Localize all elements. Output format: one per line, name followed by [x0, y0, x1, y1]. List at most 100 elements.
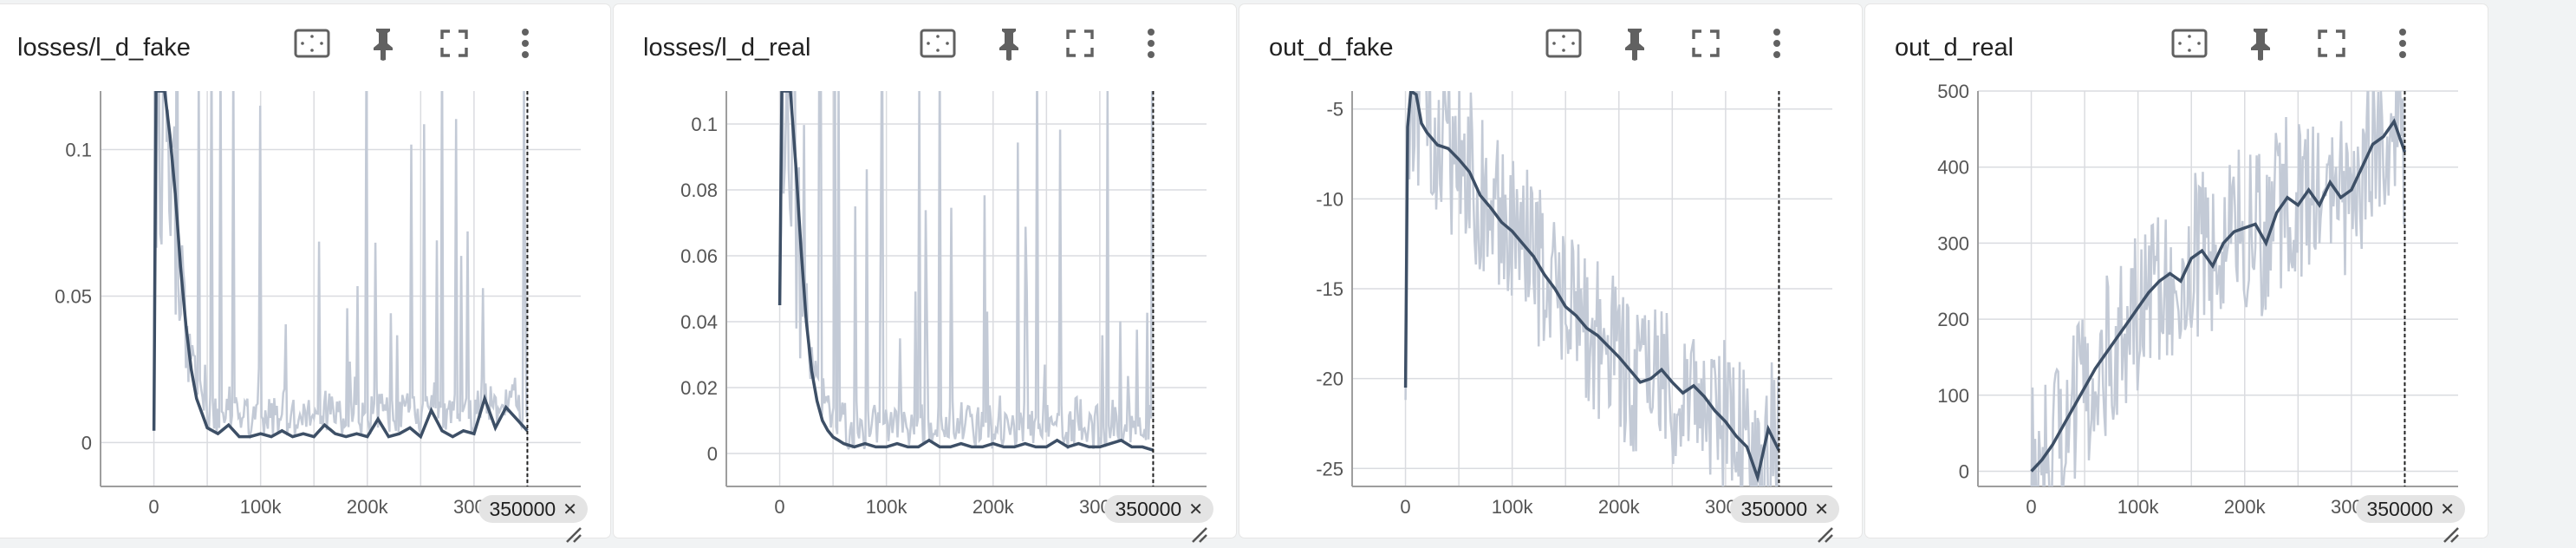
- y-tick-label: 300: [1937, 232, 1969, 254]
- fullscreen-icon: [1691, 29, 1721, 62]
- y-tick-label: 0.05: [55, 285, 92, 307]
- y-tick-label: -20: [1316, 369, 1343, 390]
- pin-button[interactable]: [987, 23, 1031, 67]
- fit-domain-icon: [1545, 28, 1583, 63]
- y-tick-label: 0.1: [691, 114, 718, 135]
- fullscreen-icon: [2317, 29, 2346, 62]
- fit-domain-icon: [293, 28, 331, 63]
- fit-domain-button[interactable]: [916, 23, 959, 67]
- fullscreen-button[interactable]: [433, 23, 476, 67]
- y-tick-label: 100: [1937, 385, 1969, 407]
- smoothed-series-line: [152, 91, 529, 440]
- x-tick-label: 0: [1400, 496, 1410, 518]
- x-tick-label: 100k: [240, 496, 283, 518]
- step-badge-value: 350000: [1115, 497, 1182, 520]
- y-tick-label: -5: [1326, 99, 1343, 121]
- y-tick-label: 500: [1937, 81, 1969, 102]
- step-badge[interactable]: 350000 ✕: [1104, 495, 1213, 523]
- step-badge-value: 350000: [489, 497, 556, 520]
- x-tick-label: 200k: [347, 496, 389, 518]
- card-title: out_d_fake: [1269, 34, 1394, 62]
- more-vert-button[interactable]: [1755, 23, 1799, 67]
- y-tick-label: 0.08: [680, 179, 718, 201]
- pin-button[interactable]: [2239, 23, 2282, 67]
- y-tick-label: 400: [1937, 157, 1969, 179]
- pin-icon: [994, 26, 1024, 65]
- fullscreen-button[interactable]: [1684, 23, 1727, 67]
- more-vert-icon: [1772, 28, 1782, 63]
- x-tick-label: 100k: [2117, 496, 2160, 518]
- y-tick-label: 0: [707, 443, 718, 465]
- more-vert-button[interactable]: [1129, 23, 1173, 67]
- more-vert-button[interactable]: [2381, 23, 2424, 67]
- pin-icon: [2246, 26, 2275, 65]
- y-tick-label: 0.02: [680, 377, 718, 399]
- fullscreen-button[interactable]: [2310, 23, 2353, 67]
- raw-series-line: [778, 91, 1154, 450]
- raw-series-line: [1404, 91, 1779, 486]
- step-badge[interactable]: 350000 ✕: [2356, 495, 2465, 523]
- more-vert-button[interactable]: [504, 23, 547, 67]
- raw-series-line: [153, 91, 528, 440]
- smoothed-series-line: [777, 91, 1154, 452]
- fit-domain-button[interactable]: [1542, 23, 1585, 67]
- card-title: losses/l_d_fake: [17, 34, 191, 62]
- fit-domain-icon: [919, 28, 957, 63]
- more-vert-icon: [520, 28, 530, 63]
- fit-domain-button[interactable]: [2168, 23, 2211, 67]
- y-tick-label: 200: [1937, 309, 1969, 330]
- y-tick-label: 0.06: [680, 245, 718, 267]
- y-tick-label: -25: [1316, 458, 1343, 480]
- step-badge-value: 350000: [1740, 497, 1808, 520]
- pin-button[interactable]: [361, 23, 405, 67]
- close-icon[interactable]: ✕: [1188, 499, 1203, 519]
- x-tick-label: 200k: [2224, 496, 2267, 518]
- x-tick-label: 200k: [1598, 496, 1641, 518]
- fullscreen-icon: [1065, 29, 1095, 62]
- x-tick-label: 100k: [1492, 496, 1534, 518]
- step-badge-value: 350000: [2366, 497, 2434, 520]
- line-chart[interactable]: 0 100k 200k 300k-5-10-15-20-25: [1239, 4, 1862, 538]
- fullscreen-icon: [439, 29, 469, 62]
- pin-icon: [1620, 26, 1649, 65]
- close-icon[interactable]: ✕: [563, 499, 577, 519]
- fullscreen-button[interactable]: [1058, 23, 1102, 67]
- more-vert-icon: [2397, 28, 2408, 63]
- chart-card: losses/l_d_real 0 100k 200k 300k 0 0.02 0.04 0.0…: [614, 4, 1236, 543]
- x-tick-label: 200k: [973, 496, 1015, 518]
- chart-card: out_d_fake 0 100k 200k 300k -5 -10 -15 -20 -25 350…: [1239, 4, 1862, 543]
- x-tick-label: 0: [2026, 496, 2036, 518]
- y-tick-label: 0: [81, 432, 92, 453]
- chart-card: out_d_real 0 100k 200k 300k 0 100 200 300 400 500 3…: [1865, 4, 2488, 543]
- fit-domain-button[interactable]: [290, 23, 334, 67]
- y-tick-label: -15: [1316, 278, 1343, 300]
- pin-button[interactable]: [1613, 23, 1656, 67]
- step-badge[interactable]: 350000 ✕: [1730, 495, 1839, 523]
- smoothed-series-line: [1403, 91, 1780, 484]
- resize-handle-icon[interactable]: [1186, 521, 1208, 544]
- x-tick-label: 0: [774, 496, 784, 518]
- resize-handle-icon[interactable]: [2437, 521, 2460, 544]
- step-badge[interactable]: 350000 ✕: [478, 495, 588, 523]
- x-tick-label: 100k: [866, 496, 908, 518]
- smoothed-series-line: [2030, 118, 2407, 473]
- more-vert-icon: [1146, 28, 1156, 63]
- resize-handle-icon[interactable]: [560, 521, 582, 544]
- x-tick-label: 0: [148, 496, 159, 518]
- y-tick-label: 0.1: [65, 140, 92, 161]
- close-icon[interactable]: ✕: [2440, 499, 2455, 519]
- fit-domain-icon: [2170, 28, 2208, 63]
- y-tick-label: 0: [1959, 460, 1969, 482]
- y-tick-label: 0.04: [680, 311, 718, 333]
- pin-icon: [368, 26, 398, 65]
- chart-card: losses/l_d_fake 0 100k 200k 300k 0 0.05 0.1 3500…: [0, 4, 610, 543]
- raw-series-line: [2030, 91, 2405, 486]
- card-title: losses/l_d_real: [643, 34, 811, 62]
- resize-handle-icon[interactable]: [1812, 521, 1834, 544]
- close-icon[interactable]: ✕: [1814, 499, 1829, 519]
- y-tick-label: -10: [1316, 188, 1343, 210]
- card-title: out_d_real: [1895, 34, 2014, 62]
